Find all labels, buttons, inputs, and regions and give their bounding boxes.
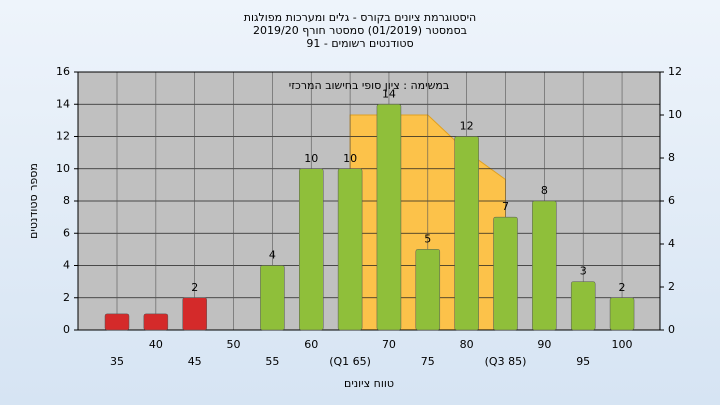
y2-tick-label: 10 [668,108,682,121]
y-tick-label: 6 [63,226,70,239]
x-tick-label: 75 [421,355,435,368]
y2-tick-label: 8 [668,151,675,164]
chart-subtitle: סטודנטים רשומים - 91 [306,37,413,50]
bar [337,168,363,331]
data-label: 2 [191,281,198,294]
y2-tick-label: 0 [668,323,675,336]
bar [376,104,402,331]
x-tick-label: 90 [537,338,551,351]
x-tick-label: 45 [188,355,202,368]
x-tick-label: 55 [265,355,279,368]
y-tick-label: 12 [56,130,70,143]
bar [493,216,518,331]
bar [104,313,130,331]
data-label: 8 [541,184,548,197]
x-tick-label: 95 [576,355,590,368]
bar [415,249,441,331]
bar [182,297,207,331]
bar [609,297,635,331]
x-tick-label: 50 [227,338,241,351]
chart-title: היסטוגרמת ציונים בקורס - גלים ומערכות מפ… [244,11,476,24]
data-label: 14 [382,87,396,100]
y-axis-label: מספר סטודנטים [27,163,40,239]
y2-tick-label: 4 [668,237,675,250]
x-tick-label: 80 [460,338,474,351]
data-label: 2 [619,281,626,294]
bar [260,265,285,331]
y-tick-label: 14 [56,97,70,110]
y2-tick-label: 6 [668,194,675,207]
y-tick-label: 4 [63,259,70,272]
bar [454,136,479,331]
y2-tick-label: 12 [668,65,682,78]
chart-subtitle: בסמסטר (01/2019) סמסטר חורף 2019/20 [253,24,467,37]
data-label: 4 [269,249,276,262]
data-label: 10 [304,152,318,165]
y-tick-label: 2 [63,291,70,304]
y-tick-label: 10 [56,162,70,175]
x-tick-label: 40 [149,338,163,351]
x-tick-label: 100 [612,338,633,351]
data-label: 10 [343,152,357,165]
x-tick-label: 60 [304,338,318,351]
bar [570,281,596,331]
data-label: 12 [460,120,474,133]
data-label: 7 [502,200,509,213]
y2-tick-label: 2 [668,280,675,293]
data-label: 5 [424,232,431,245]
annotation: במשימה : ציון סופי בחישוב המרכזי [289,79,449,92]
x-tick-label: 35 [110,355,124,368]
y-tick-label: 8 [63,194,70,207]
bar [299,168,324,331]
bar [143,313,169,331]
data-label: 3 [580,265,587,278]
y-tick-label: 16 [56,65,70,78]
x-tick-label: (Q3 85) [485,355,527,368]
x-axis-label: טווח ציונים [344,377,394,390]
x-tick-label: 70 [382,338,396,351]
x-tick-label: (Q1 65) [329,355,371,368]
y-tick-label: 0 [63,323,70,336]
bar [532,200,557,331]
